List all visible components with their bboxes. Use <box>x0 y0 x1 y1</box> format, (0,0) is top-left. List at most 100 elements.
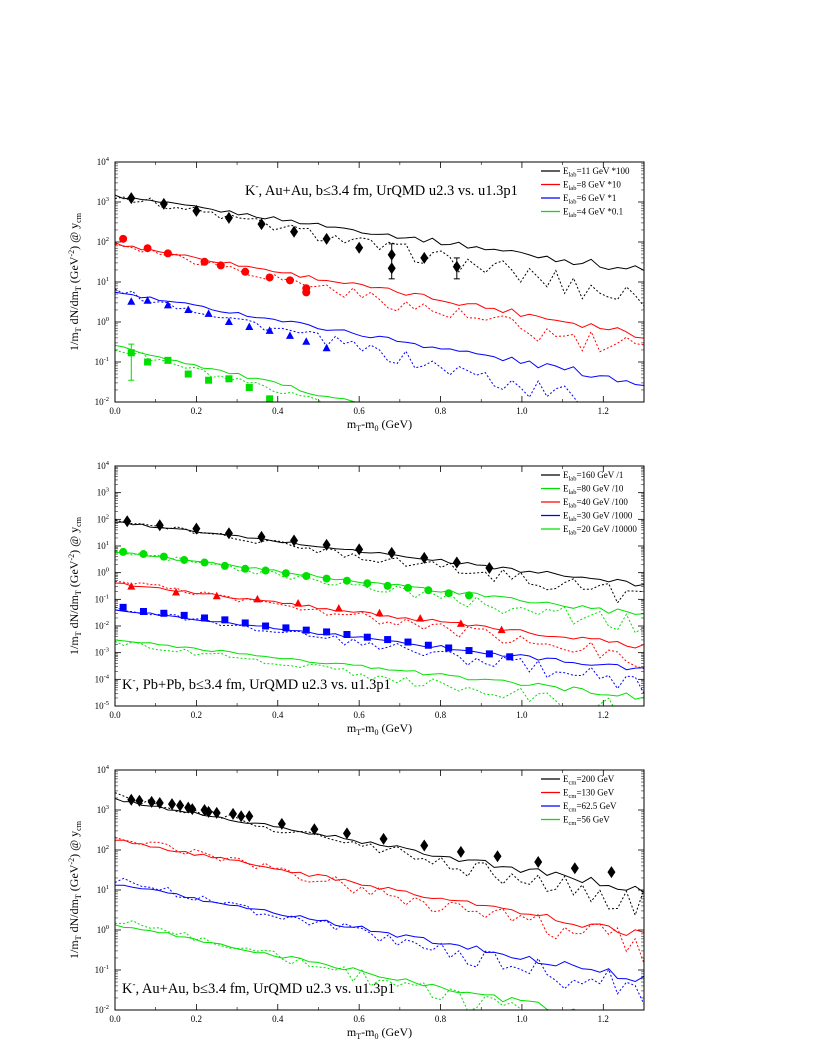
data-point-diamond <box>167 798 176 811</box>
data-point-diamond <box>355 543 364 556</box>
data-point-circle <box>302 288 311 297</box>
data-point-circle <box>261 566 270 575</box>
data-point-circle <box>200 558 209 567</box>
y-axis-label: 1/mT dN/dmT (GeV-2) @ ycm <box>67 212 83 351</box>
data-point-square <box>119 603 127 611</box>
data-point-circle <box>200 257 209 266</box>
legend-entry: Elab=80 GeV /10 <box>563 484 624 497</box>
y-tick-label: 101 <box>97 884 109 895</box>
data-point-diamond <box>290 534 299 547</box>
data-point-triangle <box>285 331 294 339</box>
x-axis-label: mT-m0 (GeV) <box>347 721 412 737</box>
data-point-diamond <box>155 796 164 809</box>
x-tick-label: 1.2 <box>598 406 609 416</box>
data-point-diamond <box>204 805 213 818</box>
data-point-square <box>245 384 253 392</box>
data-point-square <box>221 616 229 624</box>
data-point-square <box>139 607 147 615</box>
data-point-square <box>201 614 209 622</box>
plot-frame <box>114 465 645 707</box>
y-tick-label: 102 <box>97 513 109 524</box>
legend-entry: Elab=160 GeV /1 <box>563 470 623 483</box>
data-point-diamond <box>420 839 429 852</box>
chart-panel-3: 0.0 0.2 0.4 0.6 0.8 1.0 1.2 10-2 10-1 100 101 102 10… <box>67 764 645 1041</box>
legend-entry: Elab=30 GeV /1000 <box>563 511 633 524</box>
data-point-square <box>225 375 233 383</box>
model-curve-u1.3p1 <box>115 196 644 307</box>
curves <box>115 792 644 1010</box>
data-point-diamond <box>277 817 286 830</box>
data-point-diamond <box>188 803 197 816</box>
x-tick-label: 0.4 <box>272 1014 284 1024</box>
data-point-square <box>445 644 453 652</box>
x-tick-label: 0.2 <box>191 1014 202 1024</box>
data-point-diamond <box>452 260 461 273</box>
data-point-diamond <box>123 515 132 528</box>
legend-entry: Ecm=62.5 GeV <box>563 801 617 814</box>
chart-annotation: K-, Pb+Pb, b≤3.4 fm, UrQMD u2.3 vs. u1.3… <box>122 675 391 693</box>
data-point-circle <box>465 591 474 600</box>
data-point-diamond <box>485 561 494 574</box>
y-tick-label: 104 <box>97 764 110 775</box>
y-tick-label: 104 <box>97 460 110 471</box>
model-curve-u1.3p1 <box>115 836 644 964</box>
data-point-diamond <box>420 551 429 564</box>
data-point-circle <box>119 234 128 243</box>
data-point-circle <box>363 579 372 588</box>
data-point-diamond <box>224 211 233 224</box>
data-point-diamond <box>290 225 299 238</box>
legend-entry: Ecm=56 GeV <box>563 815 610 828</box>
data-point-triangle <box>245 322 254 330</box>
data-point-square <box>160 609 168 617</box>
data-point-square <box>465 647 473 655</box>
model-curve-u2.3 <box>115 521 644 587</box>
data-point-diamond <box>355 241 364 254</box>
data-point-square <box>343 631 351 639</box>
model-curve-u1.3p1 <box>115 550 644 634</box>
x-tick-label: 0.6 <box>354 1014 366 1024</box>
data-point-diamond <box>493 850 502 863</box>
model-curve-u2.3 <box>115 839 644 937</box>
x-tick-label: 0.8 <box>435 406 447 416</box>
data-point-triangle <box>184 305 193 313</box>
data-point-square <box>180 611 188 619</box>
model-curve-u2.3 <box>115 194 644 271</box>
data-point-triangle <box>224 317 233 325</box>
x-axis-label: mT-m0 (GeV) <box>347 1025 412 1041</box>
data-point-diamond <box>155 519 164 532</box>
data-point-square <box>506 653 514 661</box>
model-curve-u1.3p1 <box>115 580 644 670</box>
x-tick-label: 1.2 <box>598 1014 609 1024</box>
data-point-diamond <box>534 856 543 869</box>
data-point-triangle <box>265 326 274 334</box>
y-tick-label: 102 <box>97 236 109 247</box>
data-point-square <box>262 622 270 630</box>
data-point-square <box>282 624 290 632</box>
data-point-diamond <box>310 823 319 836</box>
y-tick-label: 10-1 <box>95 356 109 367</box>
data-point-diamond <box>322 538 331 551</box>
data-point-diamond <box>452 556 461 569</box>
data-point-diamond <box>127 793 136 806</box>
x-tick-label: 1.0 <box>516 1014 528 1024</box>
data-point-circle <box>139 550 148 559</box>
data-point-diamond <box>245 810 254 823</box>
x-axis-label: mT-m0 (GeV) <box>347 417 412 433</box>
x-tick-label: 0.4 <box>272 710 284 720</box>
x-tick-label: 0.8 <box>435 1014 447 1024</box>
data-point-circle <box>342 576 351 585</box>
legend-entry: Elab=11 GeV *100 <box>563 166 630 179</box>
model-curve-u2.3 <box>115 798 644 893</box>
data-point-diamond <box>607 866 616 879</box>
y-tick-label: 10-4 <box>95 673 110 684</box>
x-tick-label: 0.0 <box>109 1014 121 1024</box>
data-point-triangle <box>497 625 506 634</box>
data-point-triangle <box>212 591 221 600</box>
data-point-square <box>302 626 310 634</box>
curves <box>115 194 644 402</box>
y-tick-label: 10-3 <box>95 647 109 658</box>
data-point-triangle <box>322 343 331 352</box>
y-tick-label: 103 <box>97 804 109 815</box>
data-point-triangle <box>204 309 213 317</box>
